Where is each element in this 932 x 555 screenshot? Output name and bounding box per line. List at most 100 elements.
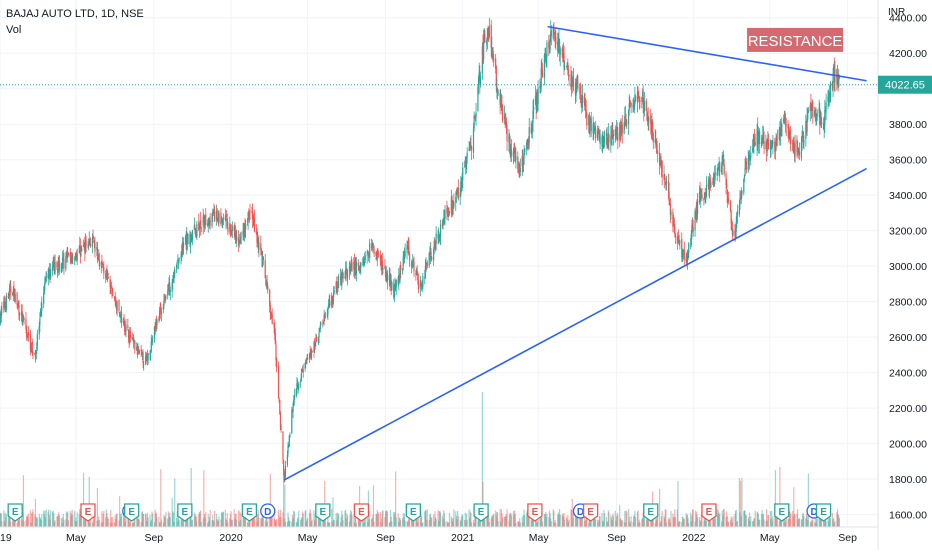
volume-bar [142,513,144,527]
candle-body [833,65,835,83]
candle-body [568,74,570,77]
event-letter: E [128,507,135,518]
candle-body [561,49,563,51]
candle-body [346,269,348,279]
earnings-marker[interactable]: E [7,503,23,522]
candle-body [760,141,763,146]
volume-bar [301,511,304,527]
candle-body [499,92,501,105]
candle-body [424,277,426,278]
candle-body [776,135,778,138]
candle-body [805,120,807,139]
earnings-marker[interactable]: E [643,503,659,522]
earnings-marker[interactable]: E [701,503,717,522]
candle-body [336,289,339,290]
volume-bar [474,517,476,527]
volume-bar [548,517,550,527]
volume-bar [84,518,86,527]
volume-bar [492,515,494,527]
candle-body [692,227,694,232]
candle-body [165,295,167,299]
earnings-marker[interactable]: E [815,503,832,522]
candle-body [691,224,693,234]
volume-bar [567,515,569,527]
candle-body [455,197,457,203]
volume-bar [376,509,378,527]
volume-bar [797,509,799,527]
earnings-marker[interactable]: E [177,503,193,522]
event-letter: E [12,507,19,518]
candle-body [14,293,16,302]
candle-body [248,213,250,216]
volume-bar [815,519,818,527]
volume-bar [364,512,366,527]
volume-bar [645,519,647,527]
candle-body [74,258,76,260]
candle-body [236,236,238,241]
earnings-marker[interactable]: E [527,503,543,522]
volume-legend[interactable]: Vol [6,24,22,36]
candle-body [588,115,590,126]
volume-bar [181,520,183,527]
candle-body [590,118,592,120]
candle-body [566,63,568,70]
trendline-layer: RESISTANCE [0,25,878,481]
candle-body [98,259,100,267]
earnings-marker[interactable]: E [241,503,258,522]
candle-body [464,162,466,167]
symbol-title[interactable]: BAJAJ AUTO LTD, 1D, NSE [6,8,144,20]
candle-body [101,260,103,263]
volume-bar [634,510,636,527]
earnings-marker[interactable]: E [473,503,489,522]
candle-body [557,41,559,51]
earnings-marker[interactable]: E [353,503,370,522]
candle-body [655,138,657,142]
candle-body [408,253,411,261]
volume-bar [136,517,138,527]
candle-body [712,176,715,182]
candle-body [182,242,185,248]
volume-bar [106,513,108,527]
candle-body [758,131,760,136]
earnings-marker[interactable]: E [124,503,140,522]
candle-body [581,95,583,109]
volume-bar [652,518,654,527]
volume-bar [726,511,728,527]
volume-bar [416,515,418,527]
candle-body [127,329,130,339]
earnings-marker[interactable]: E [80,503,96,522]
candle-body [509,146,511,152]
volume-bar [32,509,34,527]
volume-bar [61,522,63,527]
volume-bar [501,513,503,527]
candle-body [360,262,362,268]
earnings-marker[interactable]: E [582,503,599,522]
volume-bar [47,511,49,527]
candle-body [335,282,337,290]
volume-bar [412,519,414,527]
volume-bar [687,518,689,527]
earnings-marker[interactable]: E [315,503,331,522]
volume-bar [759,519,761,527]
candle-body [114,299,116,301]
volume-bar [524,515,526,527]
volume-bar [397,513,399,527]
volume-bar [203,513,206,527]
volume-bar [809,521,811,527]
candle-body [176,264,178,269]
dividend-marker[interactable]: D [260,503,276,519]
candle-body [488,30,490,37]
candle-body [93,240,95,243]
earnings-icon [124,503,140,522]
candle-body [113,296,116,299]
candle-body [543,55,545,78]
volume-bar [391,521,393,527]
volume-bar [151,511,153,527]
earnings-marker[interactable]: E [774,503,790,522]
candle-body [435,233,437,244]
candle-body [397,278,399,285]
earnings-marker[interactable]: E [405,503,422,522]
candle-body [381,260,383,268]
